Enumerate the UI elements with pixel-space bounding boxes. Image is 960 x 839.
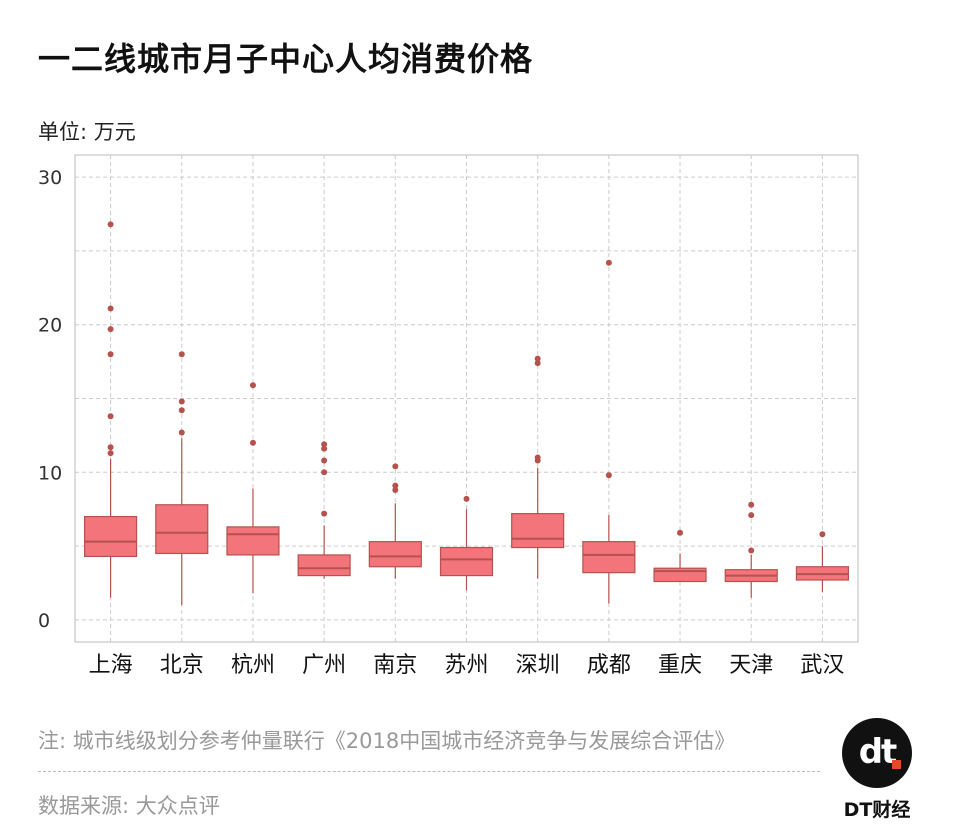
outlier-point xyxy=(321,510,328,517)
box-广州 xyxy=(297,441,351,579)
outlier-point xyxy=(748,501,755,508)
outlier-point xyxy=(321,469,328,476)
footnote: 注: 城市线级划分参考仲量联行《2018中国城市经济竞争与发展综合评估》 xyxy=(38,729,736,753)
logo-dot xyxy=(892,760,901,769)
iqr-box xyxy=(84,515,138,558)
outlier-point xyxy=(392,482,399,489)
box-成都 xyxy=(582,259,636,604)
y-tick-label: 10 xyxy=(38,462,62,484)
box-北京 xyxy=(155,351,209,606)
box-南京 xyxy=(368,463,422,579)
x-tick-label: 天津 xyxy=(729,653,773,678)
box-上海 xyxy=(84,221,138,598)
x-tick-label: 成都 xyxy=(587,653,631,678)
outlier-point xyxy=(321,445,328,452)
x-tick-label: 武汉 xyxy=(800,653,844,678)
label-layer: 0 10 20 30 上海 北京 杭州 广州 南京 苏州 深圳 成都 重庆 天津 武汉 xyxy=(38,167,844,678)
iqr-box xyxy=(368,541,422,568)
x-tick-label: 北京 xyxy=(160,653,204,678)
outlier-point xyxy=(249,382,256,389)
dt-logo-icon: dt xyxy=(842,718,912,788)
x-tick-label: 苏州 xyxy=(444,653,488,678)
iqr-box xyxy=(511,513,565,549)
grid-layer xyxy=(74,154,859,643)
footer-divider xyxy=(38,771,820,772)
iqr-box xyxy=(226,526,280,556)
box-杭州 xyxy=(226,382,280,594)
brand-name: DT财经 xyxy=(843,799,911,821)
outlier-point xyxy=(107,221,114,228)
outlier-point xyxy=(178,398,185,405)
outlier-point xyxy=(463,495,470,502)
box-深圳 xyxy=(511,355,565,579)
y-axis-unit-label: 单位: 万元 xyxy=(38,120,136,144)
iqr-box xyxy=(582,541,636,574)
box-苏州 xyxy=(439,495,494,591)
x-tick-label: 广州 xyxy=(302,653,346,678)
outlier-point xyxy=(392,486,399,493)
outlier-point xyxy=(605,259,612,266)
outlier-point xyxy=(819,531,826,538)
outlier-point xyxy=(534,355,541,362)
outlier-point xyxy=(107,450,114,457)
outlier-point xyxy=(107,413,114,420)
outlier-point xyxy=(534,454,541,461)
box-重庆 xyxy=(653,529,707,583)
box-天津 xyxy=(724,501,778,598)
outlier-point xyxy=(677,529,684,536)
iqr-box xyxy=(297,554,351,577)
outlier-point xyxy=(249,439,256,446)
outlier-point xyxy=(107,305,114,312)
y-tick-label: 20 xyxy=(38,315,62,337)
x-tick-label: 南京 xyxy=(373,653,417,678)
outlier-point xyxy=(321,441,328,448)
outlier-point xyxy=(178,429,185,436)
outlier-point xyxy=(107,326,114,333)
box-武汉 xyxy=(795,531,849,592)
outlier-point xyxy=(107,444,114,451)
iqr-box xyxy=(155,504,209,555)
y-tick-label: 30 xyxy=(38,167,62,189)
box-layer xyxy=(84,221,849,606)
iqr-box xyxy=(439,546,494,577)
outlier-point xyxy=(321,457,328,464)
data-source: 数据来源: 大众点评 xyxy=(38,794,220,818)
outlier-point xyxy=(178,351,185,358)
x-tick-label: 重庆 xyxy=(658,653,702,678)
outlier-point xyxy=(178,407,185,414)
outlier-point xyxy=(748,547,755,554)
logo-text: dt xyxy=(858,732,898,772)
outlier-point xyxy=(748,512,755,519)
x-tick-label: 上海 xyxy=(89,653,133,678)
page-title: 一二线城市月子中心人均消费价格 xyxy=(38,40,534,78)
x-tick-label: 深圳 xyxy=(516,653,560,678)
outlier-point xyxy=(605,472,612,479)
outlier-point xyxy=(107,351,114,358)
boxplot-chart: 0 10 20 30 上海 北京 杭州 广州 南京 苏州 深圳 成都 重庆 天津 武汉 xyxy=(38,154,859,678)
outlier-point xyxy=(392,463,399,470)
outlier-point xyxy=(534,360,541,367)
x-tick-label: 杭州 xyxy=(231,653,275,678)
y-tick-label: 0 xyxy=(38,610,50,632)
